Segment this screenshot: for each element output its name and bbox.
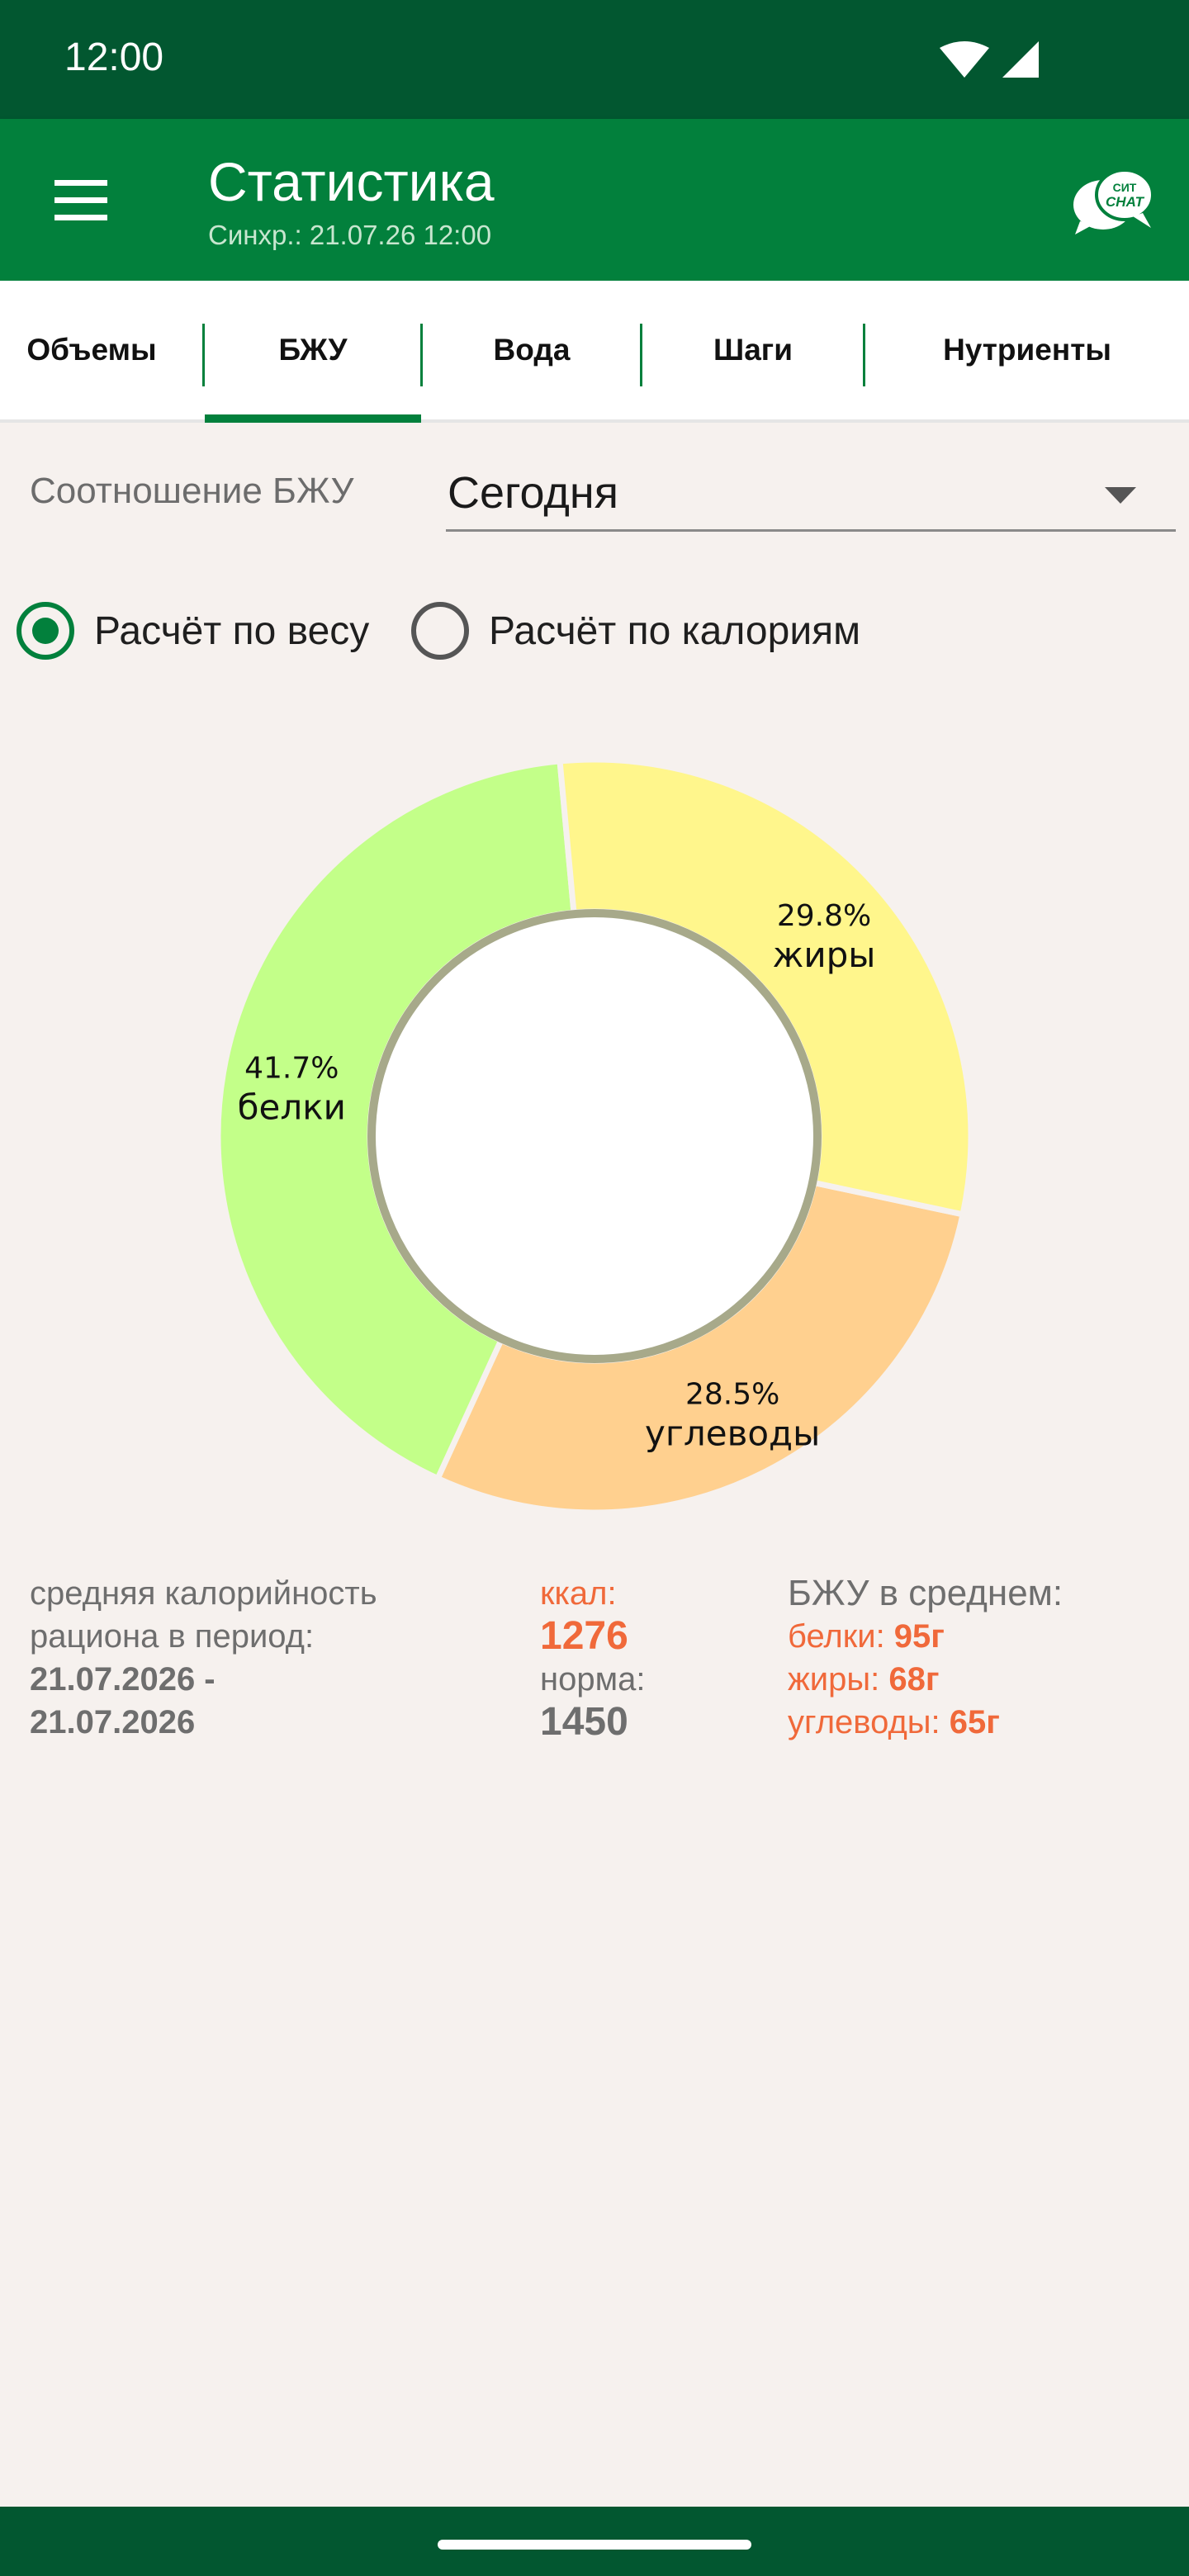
- wifi-signal-icon: [940, 41, 1039, 78]
- status-bar: 12:00: [0, 0, 1189, 119]
- radio-label-by-weight: Расчёт по весу: [94, 608, 370, 653]
- bju-donut-chart: 28.5%углеводы 41.7%белки 29.8%жиры: [218, 760, 971, 1513]
- bju-average-block: БЖУ в среднем: белки: 95г жиры: 68г угле…: [788, 1572, 1063, 1744]
- home-gesture-handle[interactable]: [438, 2540, 751, 2550]
- app-bar: Статистика Синхр.: 21.07.26 12:00 СИТ CH…: [0, 119, 1189, 281]
- fat-row: жиры: 68г: [788, 1658, 1063, 1701]
- page-title: Статистика: [208, 151, 495, 212]
- tab-steps[interactable]: Шаги: [713, 333, 793, 367]
- fat-value: 68г: [888, 1661, 940, 1698]
- period-value: Сегодня: [448, 468, 618, 518]
- kcal-block: ккал: 1276 норма: 1450: [540, 1572, 645, 1744]
- avg-label-line1: средняя калорийность: [30, 1575, 377, 1612]
- tab-divider: [420, 324, 423, 386]
- avg-label-line2: рациона в период:: [30, 1618, 315, 1655]
- avg-calories-block: средняя калорийность рациона в период: 2…: [30, 1572, 377, 1744]
- period-start: 21.07.2026 -: [30, 1661, 216, 1698]
- tab-divider: [202, 324, 205, 386]
- slice-name-label: жиры: [773, 935, 876, 975]
- donut-inner-ring: [367, 909, 822, 1363]
- carbs-label: углеводы:: [788, 1704, 950, 1740]
- tab-bju[interactable]: БЖУ: [205, 281, 421, 423]
- protein-value: 95г: [893, 1618, 945, 1655]
- norm-value: 1450: [540, 1700, 628, 1744]
- tab-bar: Объемы БЖУ Вода Шаги Нутриенты: [0, 281, 1189, 423]
- menu-icon[interactable]: [46, 173, 116, 226]
- slice-name-label: белки: [238, 1087, 346, 1128]
- tab-divider: [863, 324, 865, 386]
- protein-row: белки: 95г: [788, 1615, 1063, 1658]
- norm-label: норма:: [540, 1661, 646, 1698]
- period-select[interactable]: Сегодня: [446, 456, 1176, 532]
- tab-water[interactable]: Вода: [493, 333, 571, 367]
- radio-button-unchecked[interactable]: [411, 602, 469, 660]
- tab-divider: [640, 324, 642, 386]
- dropdown-arrow-icon: [1105, 487, 1136, 504]
- carbs-row: углеводы: 65г: [788, 1701, 1063, 1744]
- radio-button-checked[interactable]: [17, 602, 74, 660]
- chat-logo-text-bottom: CHAT: [1106, 194, 1145, 210]
- period-end: 21.07.2026: [30, 1704, 196, 1740]
- chat-logo-text-top: СИТ: [1113, 181, 1137, 194]
- status-time: 12:00: [64, 36, 164, 79]
- navigation-bar: [0, 2507, 1189, 2576]
- fat-label: жиры:: [788, 1661, 889, 1698]
- tab-nutrients[interactable]: Нутриенты: [943, 333, 1111, 367]
- carbs-value: 65г: [949, 1704, 1000, 1740]
- radio-by-calories[interactable]: Расчёт по калориям: [411, 601, 860, 661]
- sync-status: Синхр.: 21.07.26 12:00: [208, 220, 492, 250]
- kcal-label: ккал:: [540, 1575, 617, 1612]
- radio-by-weight[interactable]: Расчёт по весу: [17, 601, 369, 661]
- protein-label: белки:: [788, 1618, 894, 1655]
- slice-percent-label: 29.8%: [777, 899, 871, 933]
- kcal-value: 1276: [540, 1614, 628, 1658]
- radio-label-by-calories: Расчёт по калориям: [489, 608, 861, 653]
- slice-percent-label: 28.5%: [685, 1377, 779, 1411]
- tab-volumes[interactable]: Объемы: [26, 333, 157, 367]
- slice-name-label: углеводы: [645, 1413, 820, 1453]
- slice-percent-label: 41.7%: [244, 1052, 339, 1086]
- bju-average-title: БЖУ в среднем:: [788, 1573, 1063, 1613]
- chat-icon[interactable]: СИТ CHAT: [1072, 163, 1154, 236]
- ratio-label: Соотношение БЖУ: [30, 471, 354, 511]
